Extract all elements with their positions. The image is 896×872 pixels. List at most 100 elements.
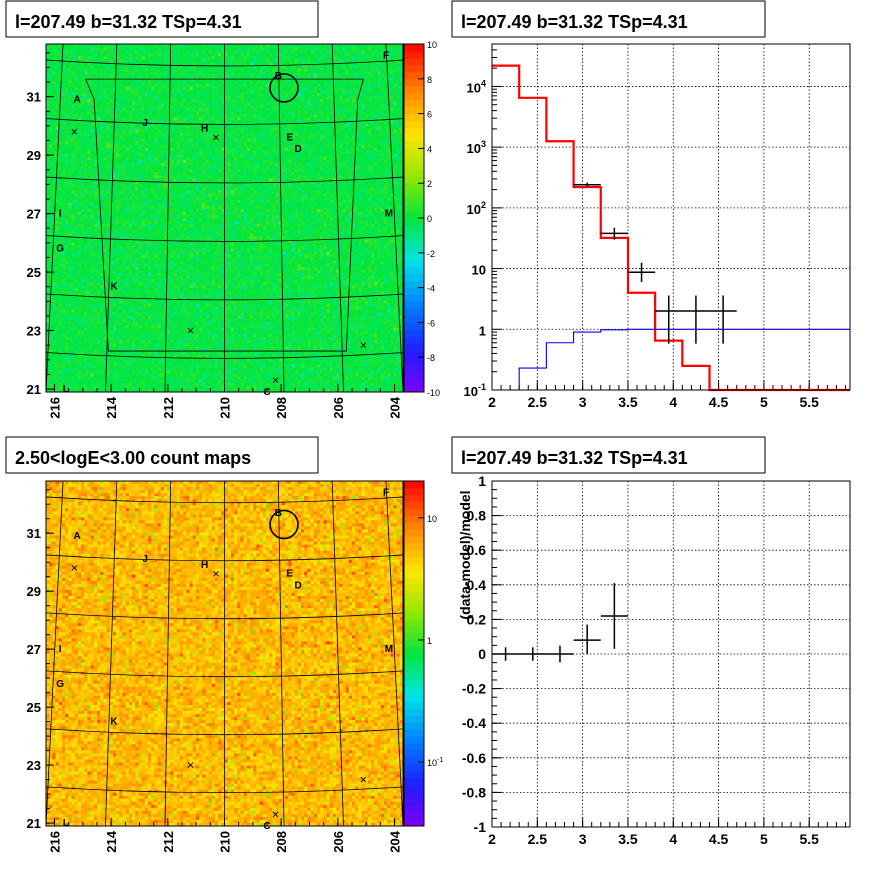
tl-lon-line — [45, 43, 64, 393]
br-x-tick-label: 2.5 — [528, 831, 548, 847]
bl-title-box — [5, 436, 319, 474]
tl-lon-line — [331, 43, 344, 393]
tl-source-label: A — [74, 94, 81, 105]
tl-source-label: H — [201, 124, 208, 135]
tl-cross-marker — [360, 342, 367, 349]
tr-y-tick-label: 1 — [479, 323, 486, 338]
bl-source-label: I — [59, 644, 62, 655]
tr-y-tick-label-text: 10-1 — [464, 382, 486, 399]
tr-title-box — [451, 0, 766, 38]
tr-x-tick-label: 4.5 — [709, 394, 729, 410]
bl-source-label: G — [56, 679, 64, 690]
tl-x-tick-label: 216 — [48, 397, 63, 419]
tr-y-tick-label: 10 — [472, 263, 486, 278]
tl-cross-marker — [213, 134, 219, 141]
tl-x-tick-label: 212 — [161, 397, 176, 419]
tr-y-tick-label-text: 104 — [467, 78, 486, 95]
tl-colorbar-tick-label: -6 — [427, 318, 435, 328]
bl-source-circle — [269, 509, 299, 540]
tl-y-tick-label: 31 — [27, 90, 41, 105]
tr-y-tick-label: 102 — [467, 200, 486, 217]
tl-colorbar-tick-label: 4 — [427, 144, 432, 154]
br-x-tick-label: 5 — [760, 831, 768, 847]
bl-x-tick-label: 214 — [104, 830, 119, 852]
tr-x-tick-label: 3.5 — [618, 394, 638, 410]
bl-colorbar-tick-label: 10-1 — [427, 757, 443, 768]
tl-source-label: I — [59, 209, 62, 220]
bl-y-tick-label: 21 — [27, 816, 41, 831]
tl-source-label: M — [385, 209, 393, 220]
bl-map — [46, 481, 404, 827]
bl-colorbar-frame — [403, 480, 425, 827]
bl-x-tick-label: 204 — [388, 830, 403, 852]
bl-source-label: F — [383, 487, 389, 498]
tr-x-tick-label: 4 — [669, 394, 677, 410]
bl-cross-marker — [187, 762, 194, 768]
tr-y-tick-label-text: 10 — [472, 263, 486, 278]
bl-y-tick-label: 31 — [27, 526, 41, 541]
tl-y-tick-label: 25 — [27, 265, 41, 280]
br-x-tick-label: 3.5 — [618, 831, 638, 847]
tl-source-label: L — [63, 384, 69, 395]
tl-x-tick-label: 208 — [274, 397, 289, 419]
bl-x-tick-label: 210 — [218, 831, 233, 853]
tl-source-label: F — [383, 51, 389, 62]
tl-source-label: K — [110, 282, 118, 293]
tr-frame — [491, 43, 851, 391]
tr-y-tick-label-text: 1 — [479, 323, 486, 338]
bl-lon-line — [385, 480, 404, 827]
bl-source-label: K — [110, 717, 118, 728]
tl-colorbar-tick-label: 8 — [427, 75, 432, 85]
bl-coord-grid — [45, 480, 404, 827]
bl-x-tick-label: 212 — [161, 831, 176, 853]
br-y-tick-label: 0.8 — [467, 508, 487, 524]
bl-y-tick-label: 23 — [27, 758, 41, 773]
tl-colorbar-tick-label: -8 — [427, 353, 435, 363]
tl-x-tick-label: 214 — [104, 396, 119, 418]
tl-x-tick-label: 210 — [218, 397, 233, 419]
tr-x-tick-label: 5.5 — [799, 394, 819, 410]
br-y-tick-label: -1 — [474, 819, 487, 835]
br-y-tick-label: -0.8 — [462, 784, 486, 800]
tl-source-label: D — [295, 144, 302, 155]
tl-roi-outline — [85, 78, 364, 352]
tl-title-box — [5, 0, 319, 38]
br-x-tick-label: 3 — [579, 831, 587, 847]
bl-title: 2.50<logE<3.00 count maps — [15, 448, 251, 468]
tl-cross-marker — [272, 377, 279, 384]
tl-x-tick-label: 204 — [388, 396, 403, 418]
br-y-tick-label: -0.6 — [462, 750, 486, 766]
br-y-tick-label: 0.6 — [467, 542, 487, 558]
bl-lon-line — [164, 480, 172, 827]
tl-y-tick-label: 23 — [27, 324, 41, 339]
bl-source-label: M — [385, 644, 393, 655]
br-y-axis-label: (data-model)/model — [457, 490, 473, 619]
bl-colorbar — [404, 481, 424, 827]
br-x-tick-label: 5.5 — [799, 831, 819, 847]
tl-colorbar-tick-label: 6 — [427, 110, 432, 120]
tl-lon-line — [385, 43, 404, 393]
bl-lon-line — [105, 480, 118, 827]
br-y-tick-label: 1 — [478, 473, 486, 489]
br-y-tick-label: -0.4 — [462, 715, 486, 731]
tl-colorbar-tick-label: 10 — [427, 40, 437, 50]
br-y-tick-label: 0.4 — [467, 577, 487, 593]
tr-x-tick-label: 3 — [579, 394, 587, 410]
bl-x-tick-label: 208 — [274, 831, 289, 853]
tl-source-label: B — [275, 71, 282, 82]
tr-title: l=207.49 b=31.32 TSp=4.31 — [461, 12, 688, 32]
tr-y-tick-label-text: 102 — [467, 200, 486, 217]
bl-source-label: L — [63, 818, 69, 829]
bl-cross-marker — [71, 565, 78, 571]
tl-source-circle — [269, 73, 299, 103]
tl-colorbar-tick-label: -4 — [427, 284, 435, 294]
tr-x-tick-label: 5 — [760, 394, 768, 410]
tr-y-tick-label: 104 — [467, 78, 486, 95]
bl-source-label: J — [142, 554, 148, 565]
tl-coord-grid — [45, 43, 404, 393]
tr-plot-area — [492, 44, 850, 390]
br-x-tick-label: 4.5 — [709, 831, 729, 847]
tl-colorbar-tick-label: 2 — [427, 179, 432, 189]
tl-cross-marker — [187, 327, 194, 334]
